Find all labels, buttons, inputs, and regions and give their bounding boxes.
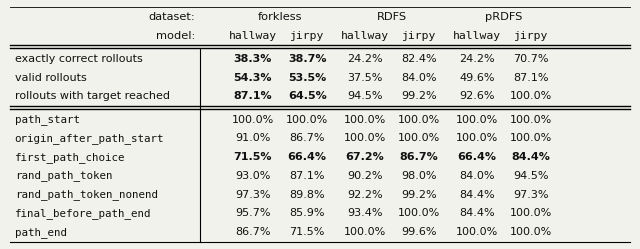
Text: 99.2%: 99.2% [401, 190, 437, 200]
Text: jirpy: jirpy [402, 31, 436, 41]
Text: 24.2%: 24.2% [459, 54, 495, 64]
Text: 100.0%: 100.0% [398, 133, 440, 143]
Text: 53.5%: 53.5% [288, 73, 326, 83]
Text: 86.7%: 86.7% [289, 133, 325, 143]
Text: 100.0%: 100.0% [286, 115, 328, 124]
Text: hallway: hallway [228, 31, 277, 41]
Text: 100.0%: 100.0% [510, 133, 552, 143]
Text: 70.7%: 70.7% [513, 54, 549, 64]
Text: rand_path_token_nonend: rand_path_token_nonend [15, 189, 157, 200]
Text: model:: model: [156, 31, 195, 41]
Text: 99.2%: 99.2% [401, 91, 437, 101]
Text: 87.1%: 87.1% [513, 73, 549, 83]
Text: 100.0%: 100.0% [344, 133, 386, 143]
Text: rollouts with target reached: rollouts with target reached [15, 91, 170, 101]
Text: final_before_path_end: final_before_path_end [15, 208, 151, 219]
Text: 92.2%: 92.2% [347, 190, 383, 200]
Text: valid rollouts: valid rollouts [15, 73, 86, 83]
Text: 100.0%: 100.0% [510, 227, 552, 237]
Text: 97.3%: 97.3% [513, 190, 549, 200]
Text: 97.3%: 97.3% [235, 190, 271, 200]
Text: 66.4%: 66.4% [458, 152, 496, 162]
Text: 24.2%: 24.2% [347, 54, 383, 64]
Text: 82.4%: 82.4% [401, 54, 437, 64]
Text: 100.0%: 100.0% [456, 115, 498, 124]
Text: 49.6%: 49.6% [459, 73, 495, 83]
Text: 100.0%: 100.0% [456, 133, 498, 143]
Text: hallway: hallway [452, 31, 501, 41]
Text: 87.1%: 87.1% [234, 91, 272, 101]
Text: path_start: path_start [15, 114, 80, 125]
Text: 100.0%: 100.0% [510, 115, 552, 124]
Text: 90.2%: 90.2% [347, 171, 383, 181]
Text: 71.5%: 71.5% [234, 152, 272, 162]
Text: 100.0%: 100.0% [232, 115, 274, 124]
Text: 84.4%: 84.4% [459, 190, 495, 200]
Text: 100.0%: 100.0% [344, 227, 386, 237]
Text: jirpy: jirpy [514, 31, 548, 41]
Text: 84.0%: 84.0% [401, 73, 437, 83]
Text: 71.5%: 71.5% [289, 227, 325, 237]
Text: pRDFS: pRDFS [485, 12, 523, 22]
Text: 93.0%: 93.0% [235, 171, 271, 181]
Text: 86.7%: 86.7% [400, 152, 438, 162]
Text: origin_after_path_start: origin_after_path_start [15, 133, 164, 144]
Text: 84.4%: 84.4% [459, 208, 495, 218]
Text: exactly correct rollouts: exactly correct rollouts [15, 54, 143, 64]
Text: 38.3%: 38.3% [234, 54, 272, 64]
Text: 100.0%: 100.0% [398, 208, 440, 218]
Text: forkless: forkless [258, 12, 302, 22]
Text: 94.5%: 94.5% [513, 171, 549, 181]
Text: 100.0%: 100.0% [456, 227, 498, 237]
Text: 66.4%: 66.4% [288, 152, 326, 162]
Text: 67.2%: 67.2% [346, 152, 384, 162]
Text: path_end: path_end [15, 227, 67, 238]
Text: 99.6%: 99.6% [401, 227, 437, 237]
Text: RDFS: RDFS [377, 12, 407, 22]
Text: hallway: hallway [340, 31, 389, 41]
Text: 94.5%: 94.5% [347, 91, 383, 101]
Text: 100.0%: 100.0% [344, 115, 386, 124]
Text: 100.0%: 100.0% [510, 91, 552, 101]
Text: rand_path_token: rand_path_token [15, 170, 112, 181]
Text: 93.4%: 93.4% [347, 208, 383, 218]
Text: first_path_choice: first_path_choice [15, 152, 125, 163]
Text: 64.5%: 64.5% [288, 91, 326, 101]
Text: 91.0%: 91.0% [235, 133, 271, 143]
Text: 54.3%: 54.3% [234, 73, 272, 83]
Text: dataset:: dataset: [148, 12, 195, 22]
Text: 92.6%: 92.6% [459, 91, 495, 101]
Text: 37.5%: 37.5% [347, 73, 383, 83]
Text: 100.0%: 100.0% [398, 115, 440, 124]
Text: 84.4%: 84.4% [512, 152, 550, 162]
Text: 84.0%: 84.0% [459, 171, 495, 181]
Text: jirpy: jirpy [290, 31, 324, 41]
Text: 38.7%: 38.7% [288, 54, 326, 64]
Text: 86.7%: 86.7% [235, 227, 271, 237]
Text: 95.7%: 95.7% [235, 208, 271, 218]
Text: 100.0%: 100.0% [510, 208, 552, 218]
Text: 89.8%: 89.8% [289, 190, 325, 200]
Text: 85.9%: 85.9% [289, 208, 325, 218]
Text: 87.1%: 87.1% [289, 171, 325, 181]
Text: 98.0%: 98.0% [401, 171, 437, 181]
